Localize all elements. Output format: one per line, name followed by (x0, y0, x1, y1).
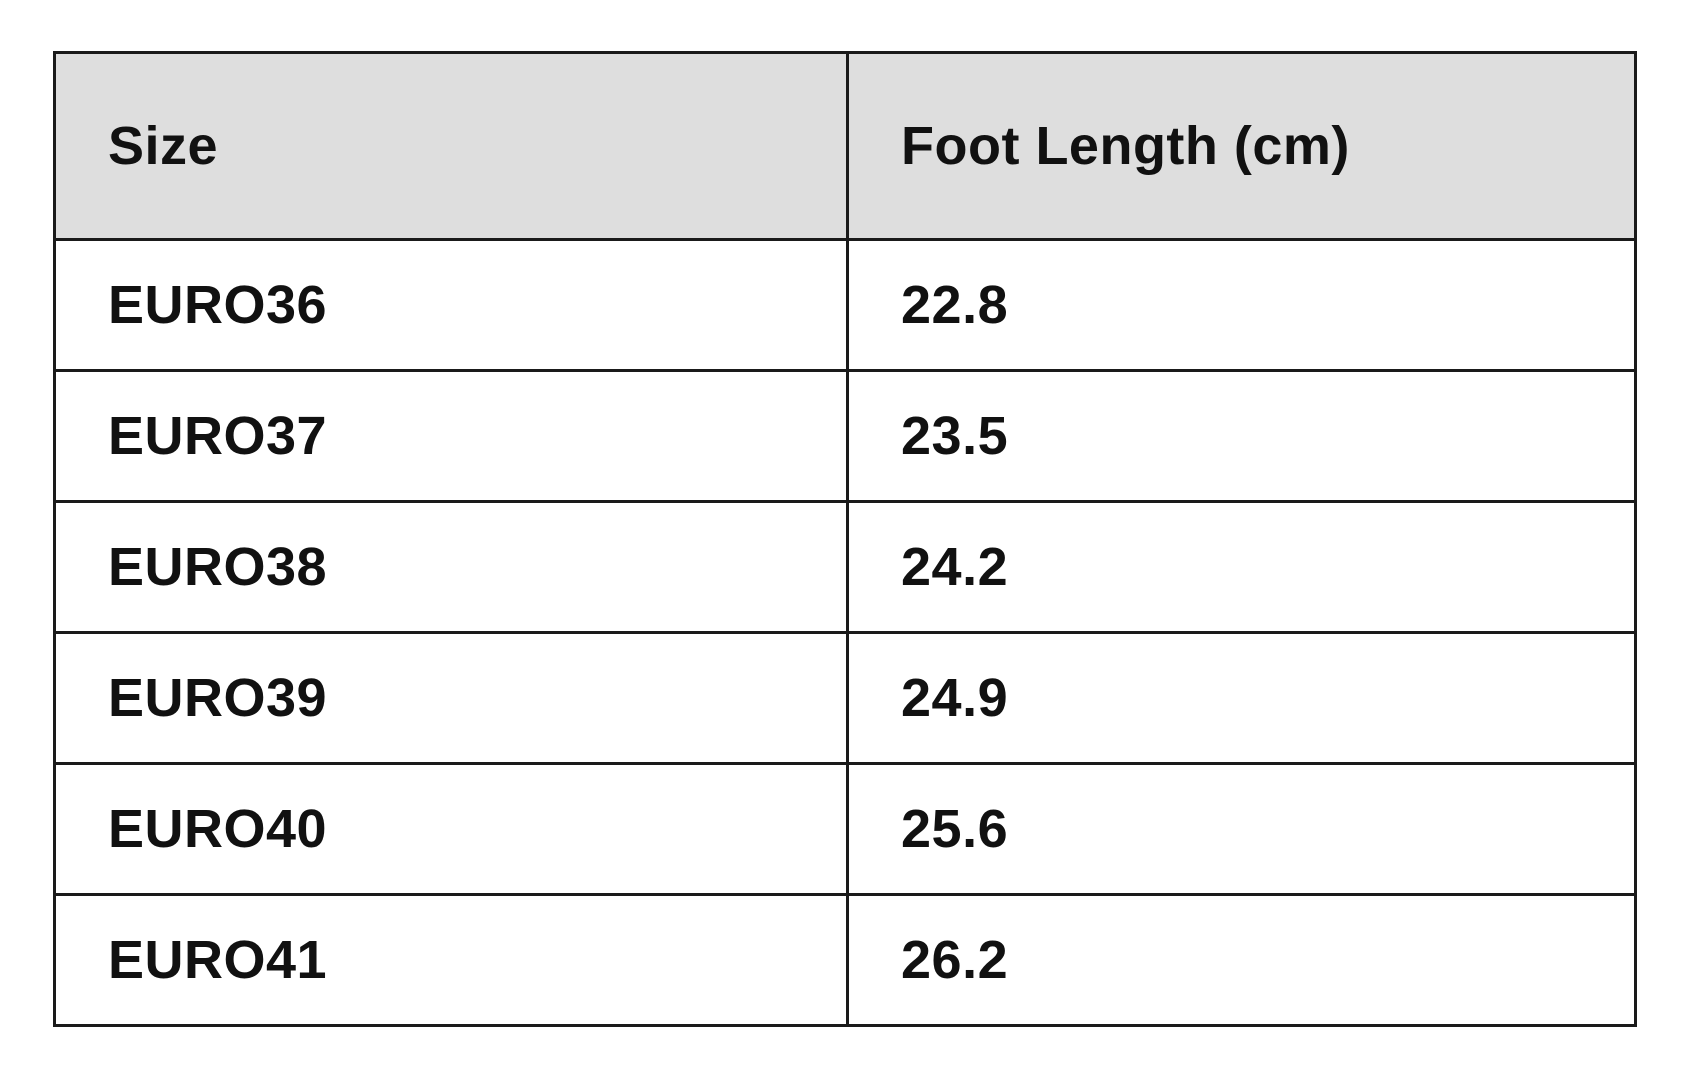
table-row: EURO40 25.6 (53, 762, 1637, 896)
table-row: EURO41 26.2 (53, 893, 1637, 1027)
table-row: EURO37 23.5 (53, 369, 1637, 503)
table-row: EURO39 24.9 (53, 631, 1637, 765)
size-cell: EURO39 (53, 631, 849, 765)
foot-length-cell: 22.8 (846, 238, 1637, 372)
size-chart-table: Size Foot Length (cm) EURO36 22.8 EURO37… (53, 51, 1637, 1027)
size-cell: EURO37 (53, 369, 849, 503)
foot-length-cell: 24.9 (846, 631, 1637, 765)
foot-length-cell: 23.5 (846, 369, 1637, 503)
foot-length-cell: 24.2 (846, 500, 1637, 634)
size-cell: EURO36 (53, 238, 849, 372)
table-row: EURO36 22.8 (53, 238, 1637, 372)
header-size: Size (53, 51, 849, 241)
size-cell: EURO41 (53, 893, 849, 1027)
foot-length-cell: 25.6 (846, 762, 1637, 896)
foot-length-cell: 26.2 (846, 893, 1637, 1027)
size-cell: EURO40 (53, 762, 849, 896)
size-cell: EURO38 (53, 500, 849, 634)
header-row: Size Foot Length (cm) (53, 51, 1637, 241)
header-foot-length: Foot Length (cm) (846, 51, 1637, 241)
table-row: EURO38 24.2 (53, 500, 1637, 634)
